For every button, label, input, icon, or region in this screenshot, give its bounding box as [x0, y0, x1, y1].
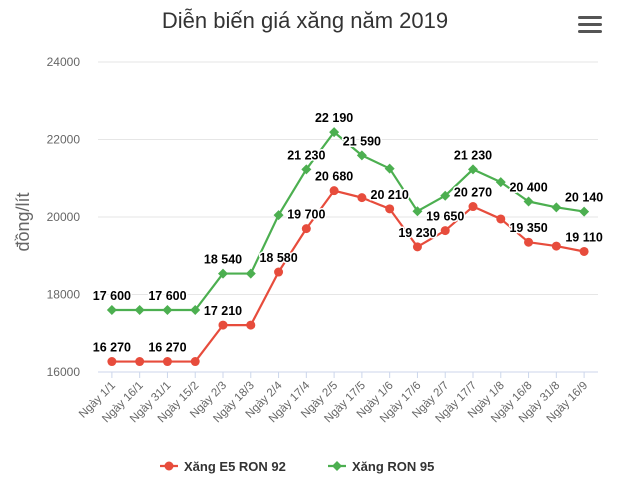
- data-label: 20 140: [565, 191, 603, 205]
- legend-marker: [332, 461, 342, 471]
- data-point: [329, 186, 339, 196]
- data-point: [190, 305, 201, 315]
- series-line-1: [111, 189, 585, 363]
- legend-marker: [164, 461, 174, 471]
- legend-item-label[interactable]: Xăng RON 95: [352, 459, 434, 474]
- y-axis-ticks: 16000 18000 20000 22000 24000: [47, 55, 81, 379]
- y-tick-label: 22000: [47, 133, 81, 147]
- data-point: [579, 246, 589, 256]
- data-label: 22 190: [315, 111, 353, 125]
- data-point: [468, 202, 478, 212]
- data-point: [357, 193, 367, 203]
- data-point: [162, 305, 173, 315]
- data-label: 20 270: [454, 186, 492, 200]
- data-point: [551, 241, 561, 251]
- data-point: [218, 268, 228, 279]
- data-label: 18 580: [259, 251, 297, 265]
- menu-icon[interactable]: [578, 16, 602, 38]
- data-point: [329, 127, 340, 138]
- data-label: 17 210: [204, 304, 242, 318]
- y-tick-label: 18000: [47, 288, 81, 302]
- data-point: [579, 206, 590, 217]
- series-group: [106, 127, 590, 367]
- y-tick-label: 20000: [47, 210, 81, 224]
- data-point: [412, 242, 422, 252]
- data-point: [107, 357, 117, 367]
- data-label: 21 230: [287, 148, 325, 162]
- data-point: [218, 320, 228, 330]
- data-point: [468, 164, 478, 175]
- y-axis-label: đồng/lít: [13, 192, 33, 251]
- data-label: 20 210: [371, 188, 409, 202]
- chart-title: Diễn biến giá xăng năm 2019: [161, 8, 449, 33]
- grid-lines: [98, 61, 598, 373]
- data-point: [440, 190, 451, 201]
- data-point: [356, 150, 367, 161]
- y-tick-label: 24000: [47, 55, 81, 69]
- data-labels: 16 270 16 270 17 210 18 580 19 700 20 680 20 2…: [91, 110, 605, 356]
- data-point: [496, 214, 506, 224]
- data-point: [246, 320, 256, 330]
- data-point: [134, 305, 145, 315]
- data-point: [523, 196, 534, 207]
- data-label: 21 230: [454, 148, 492, 162]
- data-point: [551, 202, 562, 213]
- data-point: [274, 267, 284, 277]
- x-axis: [98, 371, 598, 378]
- data-label: 20 680: [315, 170, 353, 184]
- data-label: 16 270: [93, 341, 131, 355]
- data-label: 16 270: [148, 341, 186, 355]
- data-label: 19 350: [509, 221, 547, 235]
- data-point: [301, 164, 312, 175]
- data-label: 17 600: [93, 289, 131, 303]
- data-point: [384, 163, 395, 174]
- data-point: [190, 357, 200, 367]
- data-label: 19 230: [398, 226, 436, 240]
- data-label: 17 600: [148, 289, 186, 303]
- data-point: [412, 206, 423, 217]
- data-label: 20 400: [509, 181, 547, 195]
- data-label: 21 590: [343, 134, 381, 148]
- data-point: [524, 237, 534, 247]
- legend-item-label[interactable]: Xăng E5 RON 92: [184, 459, 286, 474]
- data-point: [106, 305, 117, 315]
- data-point: [301, 224, 311, 234]
- data-point: [440, 226, 450, 236]
- legend: Xăng E5 RON 92 Xăng RON 95: [160, 459, 434, 474]
- data-label: 19 700: [287, 208, 325, 222]
- y-tick-label: 16000: [47, 365, 81, 379]
- data-point: [495, 177, 506, 188]
- data-point: [385, 204, 395, 214]
- data-point: [162, 357, 172, 367]
- data-point: [135, 357, 145, 367]
- data-label: 19 650: [426, 210, 464, 224]
- data-point: [273, 210, 284, 221]
- data-label: 19 110: [565, 230, 603, 244]
- data-label: 18 540: [204, 253, 242, 267]
- data-point: [245, 268, 256, 279]
